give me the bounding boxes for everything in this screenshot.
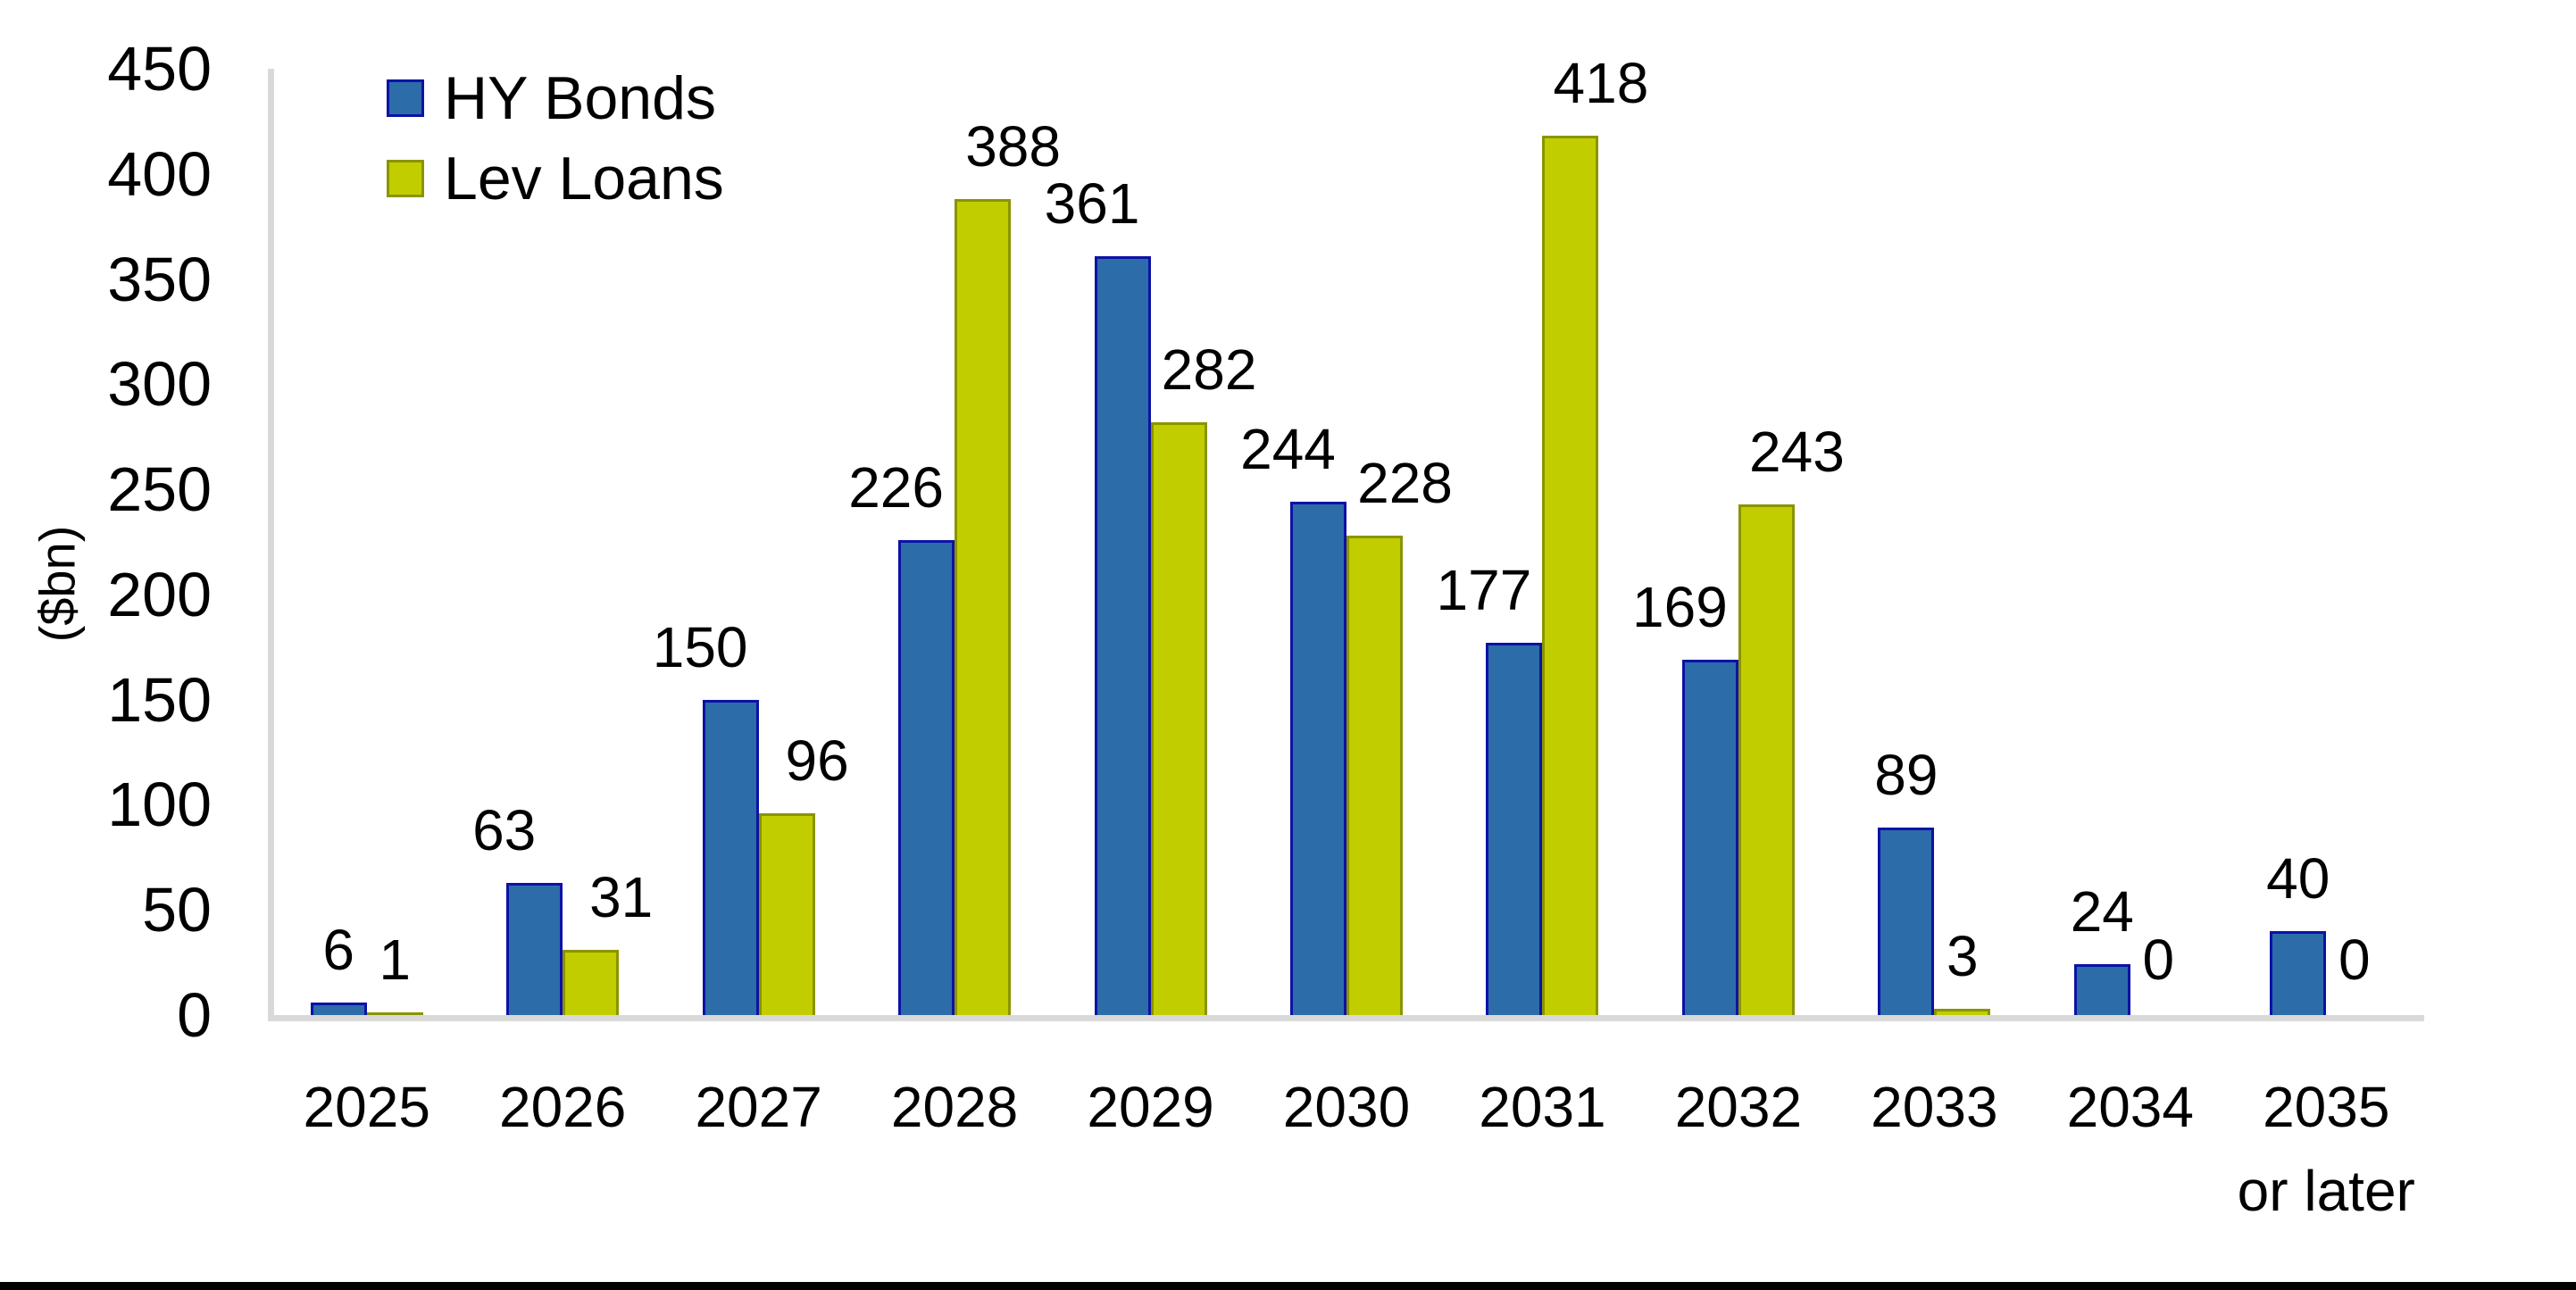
plot-area: 6 1 2025 63 31 2026 150 96 2027 226 388 2028 361 282 2… (269, 54, 2424, 1223)
bar-hy-bonds-2035: 40 (2266, 850, 2330, 1015)
y-axis-line (268, 69, 274, 1021)
legend-label-lev-loans: Lev Loans (444, 145, 724, 212)
bar-hy-bonds-2028: 226 (848, 459, 955, 1015)
y-tick-label: 100 (107, 770, 212, 840)
bar-hy-bonds-2033: 89 (1874, 746, 1938, 1015)
bar-group-2034: 24 0 2034 (2032, 69, 2228, 1139)
value-label: 0 (2338, 928, 2371, 992)
value-label: 228 (1357, 450, 1453, 515)
bar-group-2026: 63 31 2026 (464, 69, 660, 1139)
value-label: 282 (1161, 337, 1257, 402)
bar-hy-bonds-2029: 361 (1045, 175, 1151, 1015)
bar-hy-bonds-2026: 63 (472, 802, 563, 1015)
value-label: 0 (2142, 928, 2175, 992)
bar-lev-loans-2030: 228 (1346, 454, 1453, 1015)
y-tick-label: 150 (107, 664, 212, 735)
bar-lev-loans-2028: 388 (955, 118, 1061, 1015)
legend-swatch-lev-loans-icon (387, 160, 424, 197)
value-label: 177 (1436, 558, 1532, 623)
y-tick-label: 450 (107, 34, 212, 104)
bar-lev-loans-2032: 243 (1738, 423, 1845, 1015)
bar-hy-bonds-2025: 6 (310, 921, 367, 1015)
bar-lev-loans-2025: 1 (366, 931, 423, 1015)
x-axis-label: 2027 (695, 1075, 822, 1139)
value-label: 3 (1947, 923, 1979, 988)
bar-hy-bonds-2031: 177 (1437, 562, 1543, 1015)
y-tick-label: 300 (107, 349, 212, 420)
value-label: 24 (2070, 879, 2134, 945)
x-axis-label: 2029 (1087, 1075, 1214, 1139)
bar-group-2032: 169 243 2032 (1632, 69, 1845, 1139)
bar-lev-loans-2033: 3 (1934, 928, 1991, 1015)
x-axis-label: 2026 (498, 1075, 627, 1139)
x-axis-line (268, 1015, 2424, 1021)
value-label: 1 (379, 928, 412, 992)
legend-label-hy-bonds: HY Bonds (444, 64, 716, 132)
value-label: 63 (472, 797, 537, 862)
bar-lev-loans-2026: 31 (563, 869, 653, 1015)
legend-item-lev-loans: Lev Loans (387, 148, 724, 209)
x-axis-label: 2032 (1674, 1075, 1803, 1139)
x-axis-label: 2033 (1871, 1075, 1998, 1139)
legend-swatch-hy-bonds-icon (387, 79, 424, 117)
bar-group-2035: 40 0 2035 or later (2229, 69, 2424, 1223)
bar-hy-bonds-2032: 169 (1632, 578, 1738, 1015)
y-tick-label: 350 (107, 244, 212, 314)
value-label: 243 (1749, 419, 1845, 484)
legend-item-hy-bonds: HY Bonds (387, 68, 724, 129)
value-label: 96 (785, 728, 849, 793)
bar-hy-bonds-2034: 24 (2071, 883, 2134, 1015)
value-label: 6 (322, 917, 355, 982)
bar-group-2029: 361 282 2029 (1045, 69, 1257, 1139)
value-label: 418 (1553, 51, 1649, 116)
bar-group-2028: 226 388 2028 (848, 69, 1061, 1139)
x-axis-label: 2025 (303, 1075, 430, 1139)
bar-lev-loans-2027: 96 (758, 732, 849, 1015)
legend: HY Bonds Lev Loans (387, 68, 724, 237)
value-label: 150 (652, 614, 748, 679)
y-tick-label: 200 (107, 559, 212, 629)
bar-lev-loans-2029: 282 (1150, 341, 1256, 1015)
value-label: 226 (848, 454, 944, 520)
bar-lev-loans-2031: 418 (1542, 54, 1648, 1015)
y-tick-label: 50 (142, 875, 212, 945)
y-tick-label: 0 (177, 980, 212, 1050)
value-label: 31 (589, 864, 654, 929)
x-axis-label: 2031 (1479, 1075, 1606, 1139)
bottom-border-bar (0, 1282, 2576, 1290)
value-label: 244 (1240, 417, 1336, 482)
x-axis-label: 2035 or later (2237, 1075, 2415, 1223)
bar-group-2027: 150 96 2027 (653, 69, 856, 1139)
bar-hy-bonds-2030: 244 (1240, 420, 1346, 1015)
y-tick-label: 400 (107, 138, 212, 209)
bar-hy-bonds-2027: 150 (653, 619, 759, 1015)
bar-group-2030: 244 228 2030 (1240, 69, 1453, 1139)
x-axis-label: 2028 (890, 1075, 1019, 1139)
bar-group-2033: 89 3 2033 (1837, 69, 2032, 1139)
value-label: 361 (1044, 171, 1140, 236)
value-label: 89 (1874, 743, 1938, 808)
value-label: 388 (965, 114, 1061, 179)
bar-group-2025: 6 1 2025 (269, 69, 464, 1139)
bar-group-2031: 177 418 2031 (1437, 54, 1649, 1139)
value-label: 40 (2266, 845, 2330, 911)
x-axis-label: 2030 (1282, 1075, 1411, 1139)
value-label: 169 (1632, 574, 1728, 639)
x-axis-label: 2034 (2066, 1075, 2194, 1139)
y-tick-label: 250 (107, 454, 212, 525)
